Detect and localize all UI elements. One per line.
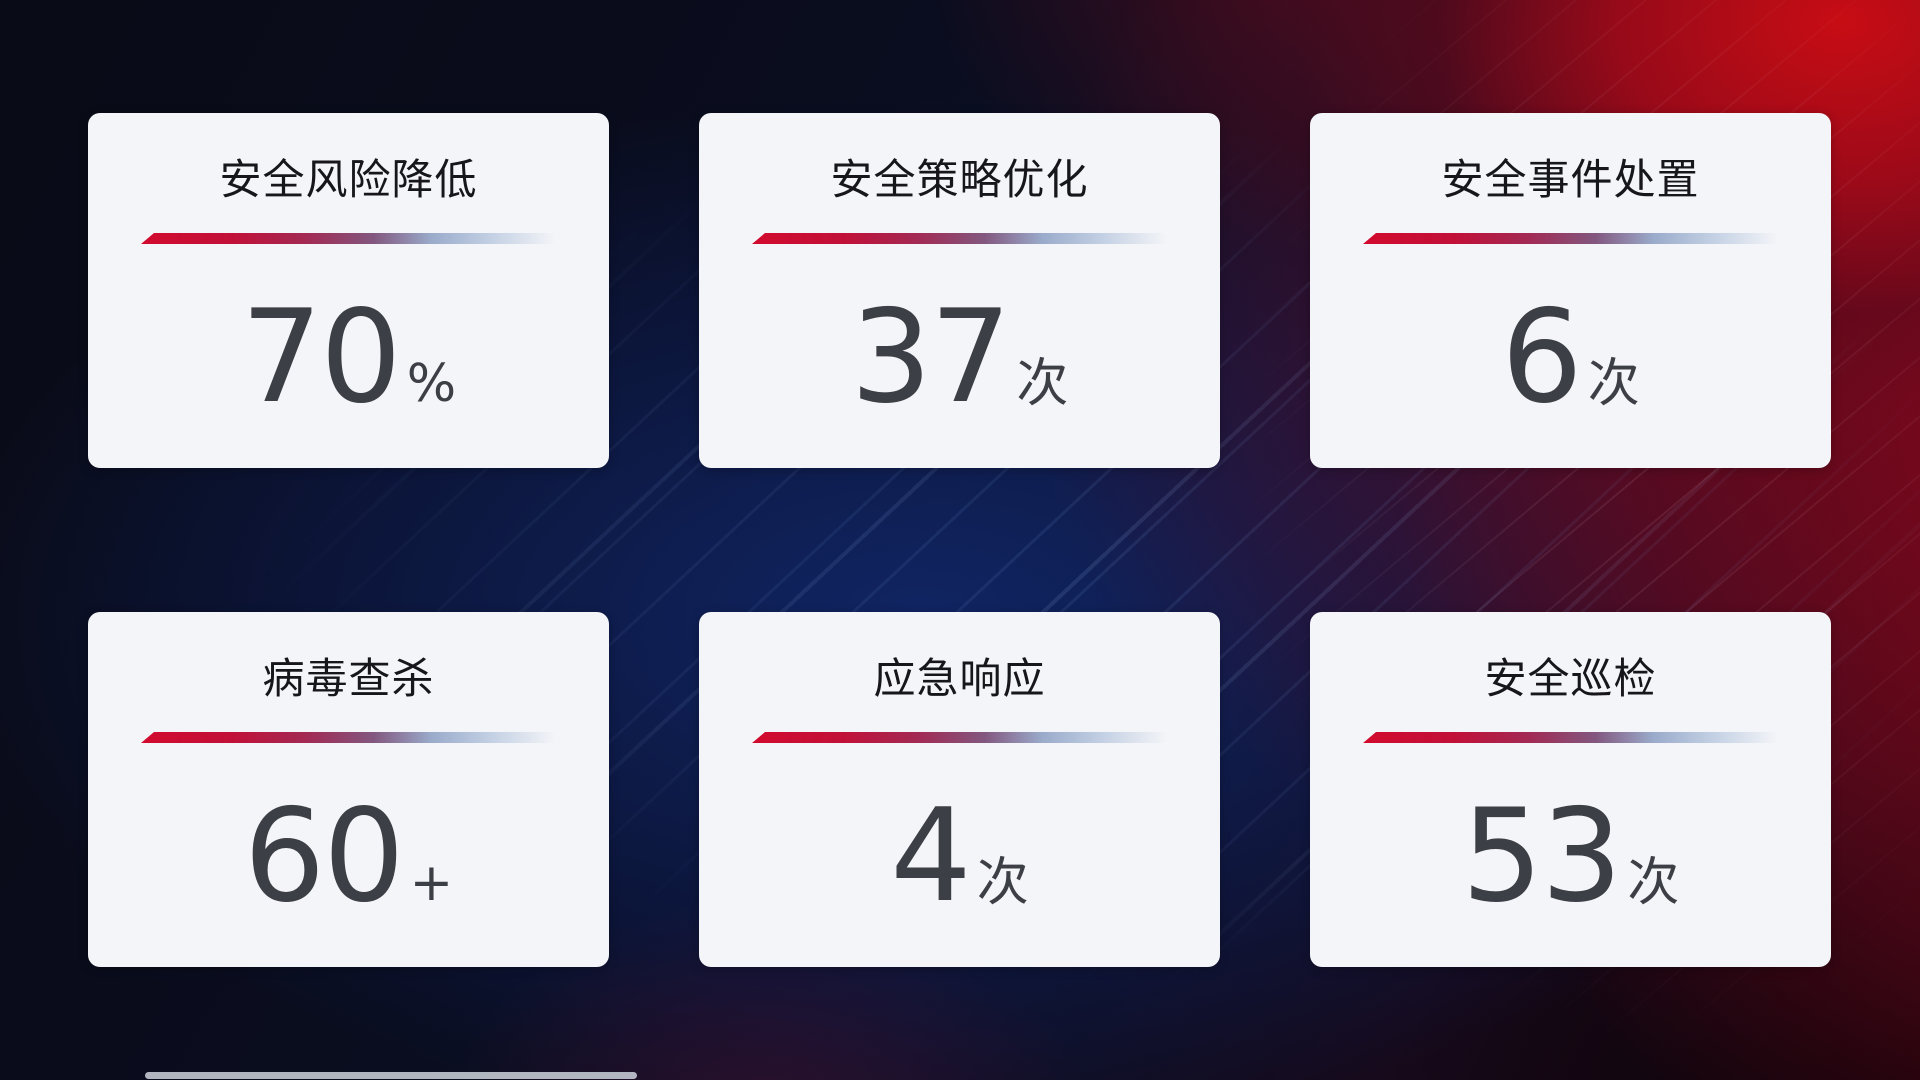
card-value-row: 4 次 [890, 793, 1028, 921]
card-value-row: 53 次 [1462, 793, 1680, 921]
gradient-divider [1363, 732, 1778, 743]
stat-card-incident-handling: 安全事件处置 6 次 [1310, 113, 1831, 468]
stat-card-security-inspection: 安全巡检 53 次 [1310, 612, 1831, 967]
card-unit: % [406, 354, 457, 414]
horizontal-scrollbar-thumb[interactable] [145, 1072, 637, 1079]
gradient-divider [752, 732, 1167, 743]
card-unit: 次 [1627, 853, 1680, 913]
card-unit: 次 [1016, 354, 1069, 414]
card-unit: 次 [1587, 354, 1640, 414]
gradient-divider [141, 732, 556, 743]
card-value: 4 [890, 782, 971, 931]
card-title: 安全巡检 [1484, 655, 1657, 702]
card-title: 安全策略优化 [830, 156, 1089, 203]
stat-card-risk-reduction: 安全风险降低 70 % [88, 113, 609, 468]
card-value: 6 [1501, 283, 1582, 432]
card-value: 53 [1461, 782, 1623, 931]
stat-card-virus-scan: 病毒查杀 60 + [88, 612, 609, 967]
card-value-row: 70 % [241, 294, 456, 422]
stat-card-emergency-response: 应急响应 4 次 [699, 612, 1220, 967]
gradient-divider [141, 233, 556, 244]
card-unit: + [409, 853, 454, 913]
card-value: 70 [240, 283, 402, 432]
card-title: 安全风险降低 [219, 156, 478, 203]
card-value: 37 [850, 283, 1012, 432]
card-value: 60 [243, 782, 405, 931]
card-unit: 次 [976, 853, 1029, 913]
card-value-row: 6 次 [1501, 294, 1639, 422]
card-title: 安全事件处置 [1441, 156, 1700, 203]
gradient-divider [1363, 233, 1778, 244]
stat-card-policy-optimization: 安全策略优化 37 次 [699, 113, 1220, 468]
card-value-row: 60 + [244, 793, 453, 921]
card-title: 病毒查杀 [262, 655, 435, 702]
card-title: 应急响应 [873, 655, 1046, 702]
card-value-row: 37 次 [851, 294, 1069, 422]
gradient-divider [752, 233, 1167, 244]
stat-card-grid: 安全风险降低 70 % 安全策略优化 37 次 安全事件处置 6 次 病毒查杀 … [88, 113, 1831, 967]
